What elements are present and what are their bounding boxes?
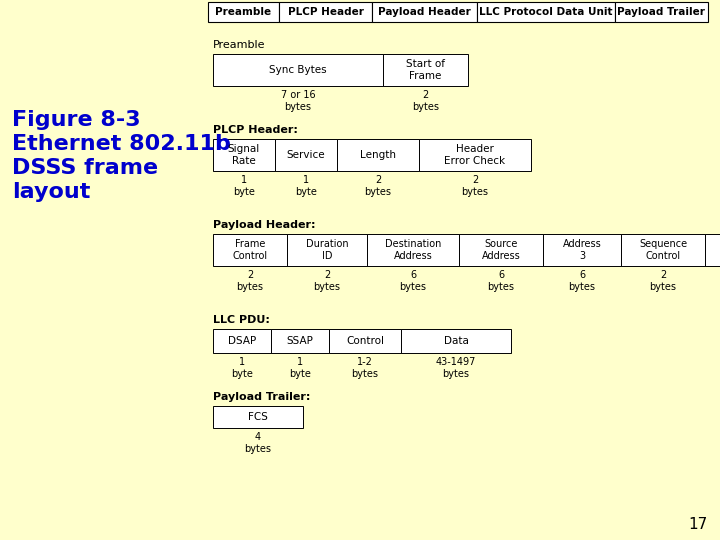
FancyBboxPatch shape (401, 329, 511, 353)
Text: 6
bytes: 6 bytes (569, 270, 595, 292)
FancyBboxPatch shape (279, 2, 372, 22)
FancyBboxPatch shape (543, 234, 621, 266)
Text: 2
bytes: 2 bytes (412, 90, 439, 112)
FancyBboxPatch shape (615, 2, 708, 22)
FancyBboxPatch shape (208, 2, 279, 22)
Text: Payload Header:: Payload Header: (213, 220, 315, 230)
Text: LLC Protocol Data Unit: LLC Protocol Data Unit (479, 7, 613, 17)
Text: Duration
ID: Duration ID (306, 239, 348, 261)
Text: Frame
Control: Frame Control (233, 239, 268, 261)
FancyBboxPatch shape (621, 234, 705, 266)
Text: 2
bytes: 2 bytes (236, 270, 264, 292)
Text: 2
bytes: 2 bytes (649, 270, 677, 292)
Text: Figure 8-3
Ethernet 802.11b
DSSS frame
layout: Figure 8-3 Ethernet 802.11b DSSS frame l… (12, 110, 231, 202)
Text: 1
byte: 1 byte (295, 175, 317, 197)
Text: Payload Trailer: Payload Trailer (618, 7, 706, 17)
Text: LLC PDU:: LLC PDU: (213, 315, 270, 325)
FancyBboxPatch shape (213, 234, 287, 266)
FancyBboxPatch shape (275, 139, 337, 171)
FancyBboxPatch shape (383, 54, 468, 86)
Text: Sequence
Control: Sequence Control (639, 239, 687, 261)
Text: 2
bytes: 2 bytes (462, 175, 488, 197)
Text: Preamble: Preamble (213, 40, 266, 50)
Text: 4
bytes: 4 bytes (245, 432, 271, 454)
Text: Sync Bytes: Sync Bytes (269, 65, 327, 75)
FancyBboxPatch shape (213, 329, 271, 353)
Text: 17: 17 (689, 517, 708, 532)
FancyBboxPatch shape (213, 406, 303, 428)
FancyBboxPatch shape (372, 2, 477, 22)
Text: Header
Error Check: Header Error Check (444, 144, 505, 166)
FancyBboxPatch shape (287, 234, 367, 266)
FancyBboxPatch shape (419, 139, 531, 171)
Text: 7 or 16
bytes: 7 or 16 bytes (281, 90, 315, 112)
Text: Destination
Address: Destination Address (384, 239, 441, 261)
Text: PLCP Header:: PLCP Header: (213, 125, 298, 135)
Text: 6
bytes: 6 bytes (400, 270, 426, 292)
Text: 1
byte: 1 byte (231, 357, 253, 379)
Text: Payload Header: Payload Header (378, 7, 471, 17)
Text: Data: Data (444, 336, 469, 346)
FancyBboxPatch shape (213, 54, 383, 86)
FancyBboxPatch shape (329, 329, 401, 353)
Text: FCS: FCS (248, 412, 268, 422)
Text: Control: Control (346, 336, 384, 346)
Text: 6
bytes: 6 bytes (487, 270, 515, 292)
Text: Source
Address: Source Address (482, 239, 521, 261)
Text: 1
byte: 1 byte (289, 357, 311, 379)
Text: Length: Length (360, 150, 396, 160)
FancyBboxPatch shape (213, 139, 275, 171)
FancyBboxPatch shape (271, 329, 329, 353)
Text: Preamble: Preamble (215, 7, 271, 17)
Text: Start of
Frame: Start of Frame (406, 59, 445, 81)
Text: DSAP: DSAP (228, 336, 256, 346)
Text: Signal
Rate: Signal Rate (228, 144, 260, 166)
Text: 1
byte: 1 byte (233, 175, 255, 197)
FancyBboxPatch shape (705, 234, 720, 266)
Text: 43-1497
bytes: 43-1497 bytes (436, 357, 476, 379)
FancyBboxPatch shape (477, 2, 615, 22)
Text: 2
bytes: 2 bytes (313, 270, 341, 292)
Text: 2
bytes: 2 bytes (364, 175, 392, 197)
FancyBboxPatch shape (337, 139, 419, 171)
FancyBboxPatch shape (459, 234, 543, 266)
Text: 1-2
bytes: 1-2 bytes (351, 357, 379, 379)
Text: Service: Service (287, 150, 325, 160)
FancyBboxPatch shape (367, 234, 459, 266)
Text: Address
3: Address 3 (562, 239, 601, 261)
Text: SSAP: SSAP (287, 336, 313, 346)
Text: Payload Trailer:: Payload Trailer: (213, 392, 310, 402)
Text: PLCP Header: PLCP Header (287, 7, 364, 17)
